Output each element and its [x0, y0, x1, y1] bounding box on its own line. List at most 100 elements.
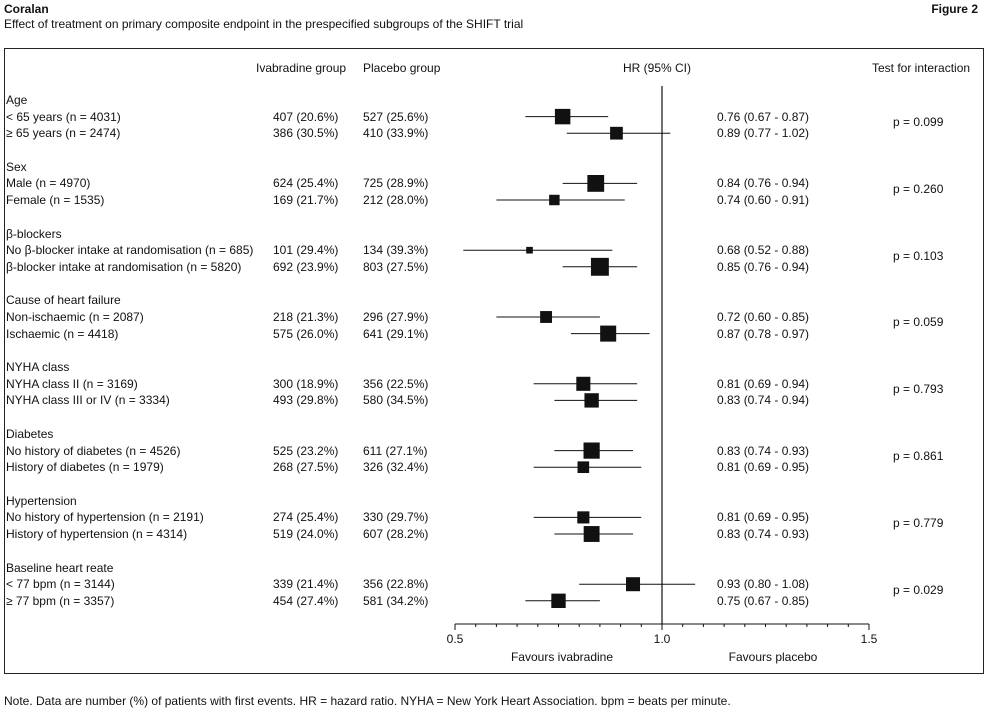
placebo-count: 611 (27.1%)	[363, 443, 428, 458]
hr-marker	[540, 311, 553, 323]
placebo-count: 580 (34.5%)	[363, 393, 429, 408]
hr-ci-text: 0.74 (0.60 - 0.91)	[717, 193, 810, 207]
subgroup-row-label: History of diabetes (n = 1979)	[6, 460, 164, 475]
hr-marker	[577, 461, 590, 474]
chart-title: Effect of treatment on primary composite…	[4, 17, 524, 31]
placebo-count: 641 (29.1%)	[363, 326, 429, 341]
hr-ci-text: 0.89 (0.77 - 1.02)	[717, 126, 810, 141]
hr-ci-text: 0.93 (0.80 - 1.08)	[717, 577, 810, 592]
ivabradine-count: 407 (20.6%)	[273, 109, 339, 124]
hr-ci-text: 0.68 (0.52 - 0.88)	[717, 243, 810, 258]
ivabradine-count: 268 (27.5%)	[273, 460, 339, 475]
subgroup-row-label: < 77 bpm (n = 3144)	[6, 577, 115, 592]
ivabradine-count: 300 (18.9%)	[273, 376, 339, 391]
subgroup-heading: NYHA class	[6, 360, 70, 375]
placebo-count: 356 (22.8%)	[363, 577, 429, 592]
placebo-count: 725 (28.9%)	[363, 176, 429, 191]
col-header-ivabradine: Ivabradine group	[256, 61, 347, 75]
placebo-count: 326 (32.4%)	[363, 460, 429, 475]
interaction-p-value: p = 0.793	[893, 382, 944, 397]
hr-marker	[587, 174, 605, 192]
interaction-p-value: p = 0.059	[893, 315, 944, 330]
placebo-count: 607 (28.2%)	[363, 527, 429, 541]
hr-ci-text: 0.81 (0.69 - 0.95)	[717, 460, 810, 475]
hr-marker	[549, 194, 560, 206]
hr-ci-text: 0.76 (0.67 - 0.87)	[717, 109, 810, 124]
hr-marker	[551, 593, 566, 608]
subgroup-heading: Baseline heart reate	[6, 560, 114, 575]
subgroup-row-label: No β-blocker intake at randomisation (n …	[6, 243, 254, 258]
ivabradine-count: 525 (23.2%)	[273, 443, 339, 458]
subgroup-row-label: NYHA class II (n = 3169)	[6, 376, 138, 391]
subgroup-heading: Hypertension	[6, 493, 77, 508]
interaction-p-value: p = 0.103	[893, 248, 944, 263]
ivabradine-count: 519 (24.0%)	[273, 527, 339, 541]
ivabradine-count: 575 (26.0%)	[273, 326, 339, 341]
x-tick-label: 1.0	[654, 632, 671, 646]
interaction-p-value: p = 0.099	[893, 114, 944, 129]
subgroup-heading: Diabetes	[6, 427, 54, 441]
hr-ci-text: 0.72 (0.60 - 0.85)	[717, 310, 810, 324]
ivabradine-count: 218 (21.3%)	[273, 310, 339, 324]
ivabradine-count: 624 (25.4%)	[273, 176, 339, 191]
footnote: Note. Data are number (%) of patients wi…	[4, 694, 731, 708]
interaction-p-value: p = 0.260	[893, 181, 944, 196]
interaction-p-value: p = 0.779	[893, 515, 944, 530]
hr-ci-text: 0.75 (0.67 - 0.85)	[717, 593, 810, 608]
subgroup-row-label: No history of hypertension (n = 2191)	[6, 510, 204, 525]
hr-marker	[526, 246, 533, 254]
interaction-p-value: p = 0.029	[893, 582, 944, 597]
hr-ci-text: 0.84 (0.76 - 0.94)	[717, 176, 810, 191]
ivabradine-count: 169 (21.7%)	[273, 193, 339, 207]
placebo-count: 296 (27.9%)	[363, 310, 429, 324]
figure-label: Figure 2	[931, 2, 978, 16]
subgroup-row-label: Non-ischaemic (n = 2087)	[6, 310, 144, 324]
placebo-count: 410 (33.9%)	[363, 126, 429, 141]
hr-ci-text: 0.83 (0.74 - 0.93)	[717, 443, 810, 458]
placebo-count: 134 (39.3%)	[363, 243, 429, 258]
hr-marker	[554, 108, 571, 125]
hr-ci-text: 0.83 (0.74 - 0.93)	[717, 527, 810, 541]
x-right-label: Favours placebo	[729, 650, 818, 664]
x-tick-label: 1.5	[861, 632, 878, 646]
hr-marker	[576, 376, 591, 391]
ivabradine-count: 454 (27.4%)	[273, 593, 339, 608]
subgroup-row-label: ≥ 65 years (n = 2474)	[6, 126, 121, 141]
x-tick-label: 0.5	[447, 632, 464, 646]
hr-marker	[600, 325, 617, 342]
hr-marker	[610, 126, 623, 140]
ivabradine-count: 692 (23.9%)	[273, 259, 339, 274]
subgroup-row-label: < 65 years (n = 4031)	[6, 109, 121, 124]
subgroup-row-label: NYHA class III or IV (n = 3334)	[6, 393, 170, 408]
subgroup-row-label: Male (n = 4970)	[6, 176, 91, 191]
subgroup-row-label: History of hypertension (n = 4314)	[6, 527, 188, 541]
hr-marker	[590, 257, 609, 276]
ivabradine-count: 493 (29.8%)	[273, 393, 339, 408]
x-left-label: Favours ivabradine	[511, 650, 613, 664]
hr-ci-text: 0.81 (0.69 - 0.94)	[717, 376, 810, 391]
hr-marker	[583, 442, 600, 459]
chart-frame	[4, 48, 984, 674]
placebo-count: 527 (25.6%)	[363, 109, 429, 124]
ivabradine-count: 339 (21.4%)	[273, 577, 339, 592]
placebo-count: 356 (22.5%)	[363, 376, 429, 391]
placebo-count: 330 (29.7%)	[363, 510, 429, 525]
subgroup-row-label: No history of diabetes (n = 4526)	[6, 443, 181, 458]
hr-ci-text: 0.85 (0.76 - 0.94)	[717, 259, 810, 274]
hr-ci-text: 0.87 (0.78 - 0.97)	[717, 326, 810, 341]
col-header-hr: HR (95% CI)	[623, 61, 692, 75]
ivabradine-count: 274 (25.4%)	[273, 510, 339, 525]
hr-marker	[584, 393, 599, 408]
col-header-interaction: Test for interaction	[872, 61, 971, 75]
brand-name: Coralan	[4, 2, 49, 16]
hr-marker	[626, 577, 641, 592]
subgroup-heading: Sex	[6, 159, 27, 174]
hr-marker	[583, 526, 600, 542]
subgroup-row-label: Female (n = 1535)	[6, 193, 105, 207]
subgroup-heading: β-blockers	[6, 226, 62, 241]
subgroup-heading: Cause of heart failure	[6, 293, 121, 308]
ivabradine-count: 101 (29.4%)	[273, 243, 339, 258]
placebo-count: 212 (28.0%)	[363, 193, 429, 207]
hr-ci-text: 0.83 (0.74 - 0.94)	[717, 393, 810, 408]
